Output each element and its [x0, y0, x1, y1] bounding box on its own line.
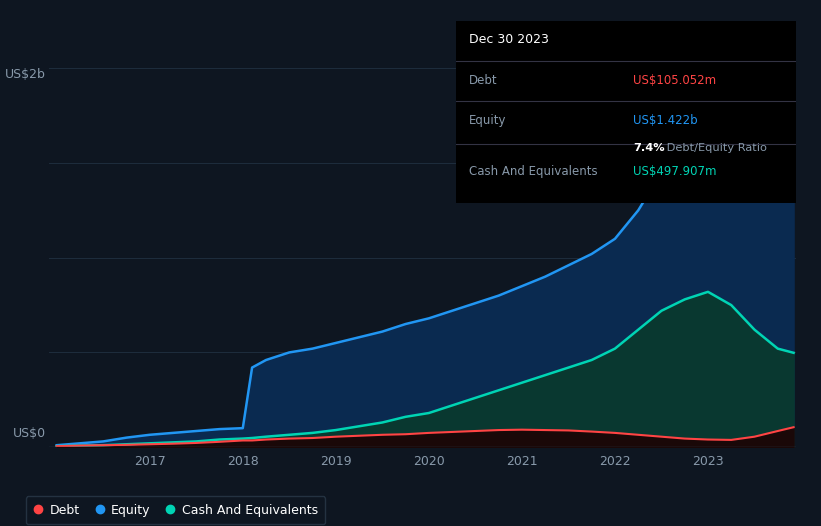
Text: Dec 30 2023: Dec 30 2023 — [470, 33, 549, 46]
Text: Debt: Debt — [470, 74, 498, 87]
Text: US$2b: US$2b — [5, 68, 45, 82]
Text: Equity: Equity — [470, 114, 507, 127]
Text: US$497.907m: US$497.907m — [633, 165, 717, 178]
Text: US$105.052m: US$105.052m — [633, 74, 716, 87]
Legend: Debt, Equity, Cash And Equivalents: Debt, Equity, Cash And Equivalents — [25, 496, 325, 524]
Text: Debt/Equity Ratio: Debt/Equity Ratio — [663, 143, 768, 153]
Text: US$0: US$0 — [12, 427, 45, 440]
Text: Cash And Equivalents: Cash And Equivalents — [470, 165, 598, 178]
Text: US$1.422b: US$1.422b — [633, 114, 698, 127]
Text: 7.4%: 7.4% — [633, 143, 664, 153]
